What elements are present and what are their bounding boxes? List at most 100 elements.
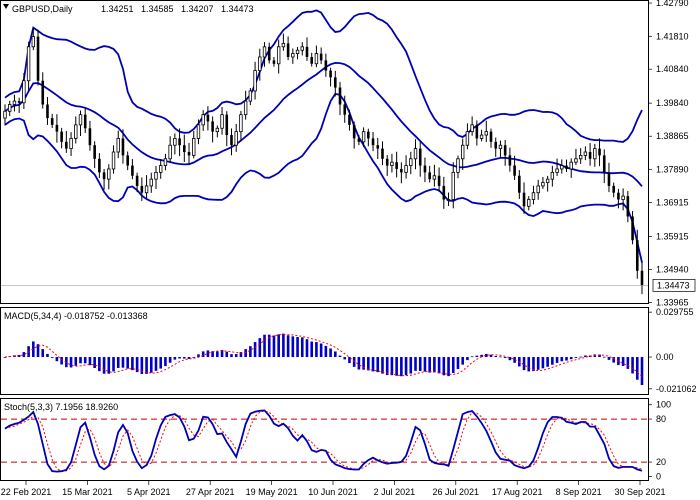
candle xyxy=(522,182,526,214)
macd-bar xyxy=(225,351,229,358)
candle xyxy=(267,42,271,64)
candle xyxy=(135,172,139,193)
candle-body-up xyxy=(390,161,394,166)
x-tick-label: 26 Jul 2021 xyxy=(433,487,480,497)
candle-body-down xyxy=(140,185,144,193)
macd-bar xyxy=(192,357,196,358)
macd-bar xyxy=(428,357,431,373)
candle xyxy=(428,165,431,183)
macd-tick-label: 0.00 xyxy=(656,352,674,362)
macd-bar xyxy=(201,351,205,358)
candle-body-down xyxy=(442,185,446,200)
macd-bar xyxy=(348,357,351,364)
candle-body-up xyxy=(409,158,413,166)
candle xyxy=(550,165,555,187)
candle xyxy=(192,131,196,159)
candle-body-up xyxy=(111,151,116,170)
macd-bar xyxy=(607,357,611,360)
x-tick-label: 10 Jun 2021 xyxy=(308,487,358,497)
candle-body-up xyxy=(470,124,474,133)
candle-body-up xyxy=(550,171,555,180)
candle-body-down xyxy=(588,152,592,159)
candle-body-up xyxy=(446,199,451,201)
candle xyxy=(617,188,620,209)
candle xyxy=(518,170,521,199)
macd-bar xyxy=(447,357,450,377)
candle xyxy=(385,155,389,176)
candle xyxy=(93,141,96,169)
macd-bar xyxy=(22,352,26,358)
candle xyxy=(243,90,248,120)
macd-tick-label: -0.021062 xyxy=(656,384,697,394)
candle-body-up xyxy=(574,158,578,163)
candle xyxy=(319,47,323,65)
macd-bar xyxy=(352,357,356,367)
macd-bar xyxy=(565,357,568,361)
candle-body-down xyxy=(617,192,620,200)
macd-bar xyxy=(65,357,68,368)
candle xyxy=(116,130,120,159)
candle xyxy=(183,134,186,163)
candle-body-up xyxy=(531,192,536,200)
candle-body-down xyxy=(508,155,512,166)
candle xyxy=(78,110,83,136)
candle xyxy=(12,94,17,112)
macd-bar xyxy=(390,357,394,376)
candle xyxy=(574,148,578,166)
candle-body-up xyxy=(541,182,545,187)
macd-bar xyxy=(83,357,87,364)
candle xyxy=(593,143,597,167)
macd-bar xyxy=(338,355,342,358)
candle xyxy=(300,42,304,56)
time-axis: 22 Feb 2021 15 Mar 2021 5 Apr 2021 27 Apr 2… xyxy=(1,481,666,497)
stochastic-lines xyxy=(4,409,643,473)
candle-body-down xyxy=(395,162,398,169)
candle-body-up xyxy=(215,127,220,133)
candle-body-down xyxy=(46,104,49,119)
candle-body-up xyxy=(243,100,248,116)
candle xyxy=(26,41,31,91)
candle-body-down xyxy=(343,104,347,115)
macd-bar xyxy=(333,351,337,358)
candle-body-down xyxy=(41,80,45,105)
macd-bar xyxy=(371,357,375,372)
stoch-tick-label: 20 xyxy=(656,457,666,467)
macd-bar xyxy=(258,338,262,358)
candle-body-up xyxy=(451,171,455,200)
candle xyxy=(69,132,73,156)
macd-bar xyxy=(159,357,163,369)
candle xyxy=(220,106,224,135)
symbol-menu-icon[interactable] xyxy=(3,4,9,9)
candle-body-down xyxy=(55,124,59,132)
macd-bar xyxy=(112,357,115,372)
candle-body-up xyxy=(22,80,26,104)
macd-bar xyxy=(296,336,299,358)
candle-body-down xyxy=(305,46,309,57)
candle xyxy=(131,159,134,180)
macd-bar xyxy=(88,357,92,366)
candle xyxy=(83,108,87,133)
candle xyxy=(46,97,49,125)
macd-bar xyxy=(385,357,389,376)
candle-body-down xyxy=(286,43,290,57)
macd-bar xyxy=(102,357,106,374)
macd-bar xyxy=(244,349,247,358)
macd-bar xyxy=(395,357,398,376)
macd-signal-line xyxy=(4,333,643,378)
candle-body-up xyxy=(569,161,573,170)
x-tick-label: 19 May 2021 xyxy=(246,487,298,497)
candle-body-up xyxy=(159,165,163,173)
x-tick-label: 15 Mar 2021 xyxy=(62,487,113,497)
macd-bar xyxy=(362,357,365,370)
x-tick-label: 22 Feb 2021 xyxy=(1,487,52,497)
current-price-box xyxy=(652,279,696,292)
macd-bar xyxy=(282,333,285,358)
candle xyxy=(310,52,314,67)
candle xyxy=(348,109,351,131)
candle-body-down xyxy=(626,196,630,217)
candle xyxy=(465,123,470,150)
macd-bar xyxy=(149,357,153,373)
candle-body-up xyxy=(404,165,408,173)
candle xyxy=(612,182,615,198)
macd-bar xyxy=(168,357,172,363)
